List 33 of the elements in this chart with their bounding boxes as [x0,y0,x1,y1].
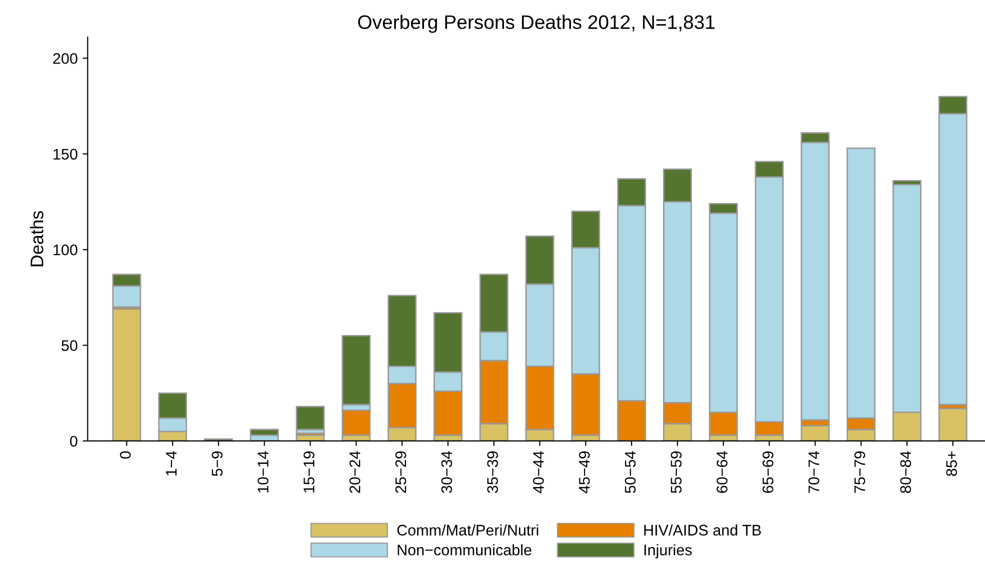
y-tick-label: 50 [62,340,78,351]
x-tick-label: 85+ [946,451,957,476]
legend-label: Injuries [644,544,692,558]
x-tick-label: 50−54 [624,451,636,493]
x-tick-label: 10−14 [258,451,268,492]
y-tick-label: 150 [54,148,78,160]
legend-label: HIV/AIDS and TB [644,524,761,536]
legend-label: Comm/Mat/Peri/Nutri [397,524,538,536]
legend-label: Non−communicable [398,544,532,556]
x-tick-label: 20−24 [349,451,360,493]
x-tick-label: 5−9 [212,451,223,476]
x-tick-label: 60−64 [716,451,728,493]
x-tick-label: 0 [120,451,131,459]
x-tick-label: 75−79 [854,451,866,493]
x-tick-label: 35−39 [487,451,498,494]
x-tick-label: 1−4 [166,451,177,476]
x-tick-label: 45−49 [578,451,590,494]
x-tick-label: 65−69 [762,451,774,493]
y-tick-label: 200 [53,53,78,64]
x-tick-label: 40−44 [533,451,544,494]
chart-title: Overberg Persons Deaths 2012, N=1,831 [358,14,715,33]
x-tick-label: 30−34 [441,451,452,494]
bar [938,408,968,441]
x-tick-label: 80−84 [900,451,912,493]
x-tick-label: 70−74 [808,451,820,493]
x-tick-label: 15−19 [304,451,314,492]
y-axis-title: Deaths [30,211,44,266]
bar [296,406,325,430]
y-tick-label: 0 [70,436,78,447]
x-tick-label: 55−59 [670,451,682,493]
bar [112,308,142,441]
x-tick-label: 25−29 [395,451,406,493]
y-tick-label: 100 [54,244,78,256]
